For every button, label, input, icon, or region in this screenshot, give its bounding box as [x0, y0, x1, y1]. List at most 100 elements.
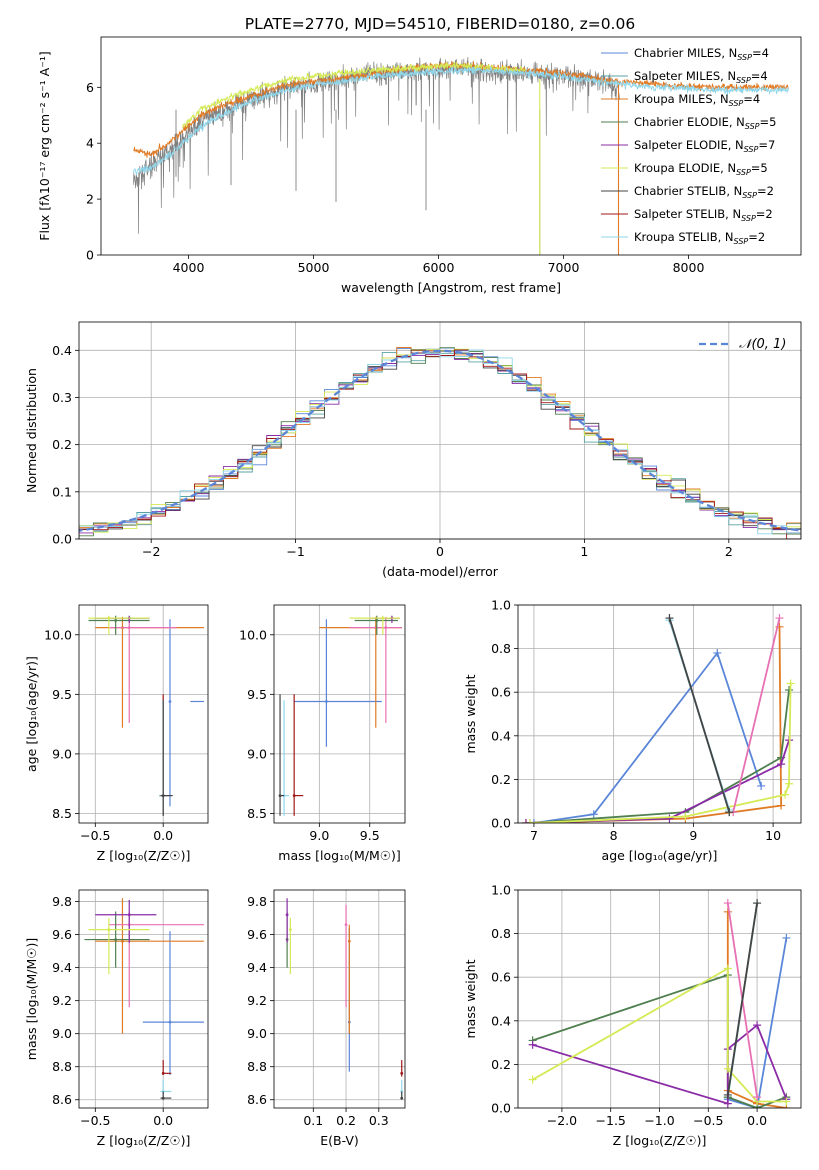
y-tick-label: 9.5	[247, 687, 267, 702]
y-tick-label: 1.0	[491, 598, 511, 613]
y-tick-label: 8.5	[52, 806, 72, 821]
legend-label-value: =4	[751, 69, 768, 83]
y-tick-label: 0.4	[491, 728, 511, 743]
legend-label: Kroupa STELIB, NSSP=2	[634, 230, 765, 246]
y-tick-label: 0.0	[52, 532, 72, 547]
legend-label-text: Salpeter STELIB, N	[634, 207, 741, 221]
weight-series-line	[727, 937, 788, 1108]
weight-marker	[681, 812, 690, 821]
data-point	[114, 619, 118, 622]
legend-label-text: Kroupa MILES, N	[634, 92, 729, 106]
y-tick-label: 0.1	[52, 484, 72, 499]
x-tick-label: 9	[689, 828, 697, 843]
legend-label: 𝒩(0, 1)	[739, 337, 786, 352]
x-axis-label: mass [log₁₀(M/M☉)]	[278, 848, 400, 863]
data-point	[292, 794, 296, 798]
y-tick-label: 10.0	[239, 627, 267, 642]
weight-series-line	[726, 902, 758, 1096]
x-tick-label: −0.5	[80, 1113, 110, 1128]
x-tick-label: 0.2	[336, 1113, 356, 1128]
figure-title: PLATE=2770, MJD=54510, FIBERID=0180, z=0…	[245, 15, 635, 33]
plot-area	[88, 615, 204, 816]
x-axis-label: Z [log₁₀(Z/Z☉)]	[97, 848, 191, 863]
data-point	[285, 913, 289, 917]
legend: 𝒩(0, 1)	[699, 337, 786, 352]
weight-series-line	[668, 617, 731, 813]
y-tick-label: 0.2	[52, 437, 72, 452]
plot-area	[79, 347, 801, 539]
panel-mass_vs_ebv: 0.1 0.2 0.3 8.6 8.8 9.0 9.2 9.4 9.6 9.8 E(B-V)	[247, 889, 406, 1148]
x-tick-label: 0.0	[153, 828, 173, 843]
x-tick-label: 0.0	[153, 1113, 173, 1128]
panel-mass_vs_Z: −0.5 0.0 8.6 8.8 9.0 9.2 9.4 9.6 9.8 Z [log₁₀(Z/Z…	[24, 889, 209, 1148]
weight-marker	[753, 1093, 762, 1102]
y-tick-label: 9.0	[247, 746, 267, 761]
panel-age_vs_mass: 9.0 9.5 8.5 9.0 9.5 10.0 mass [log₁₀(M/M☉)]	[239, 604, 406, 863]
x-tick-label: 10	[765, 828, 781, 843]
data-point	[161, 1096, 165, 1100]
y-tick-label: 0.6	[491, 970, 511, 985]
legend-label-subscript: SSP	[729, 99, 744, 108]
plot-area	[521, 614, 795, 823]
y-tick-label: 10.0	[44, 627, 72, 642]
legend-label: Salpeter MILES, NSSP=4	[634, 69, 768, 85]
legend-label-value: =4	[752, 46, 769, 60]
y-tick-label: 0.8	[491, 926, 511, 941]
y-tick-label: 9.4	[52, 960, 72, 975]
weight-marker	[757, 781, 766, 790]
y-tick-label: 9.2	[247, 993, 267, 1008]
weight-series-line	[732, 617, 781, 813]
weight-marker	[777, 801, 786, 810]
x-axis-label: E(B-V)	[320, 1133, 359, 1148]
normal-curve	[79, 349, 801, 532]
x-tick-label: 5000	[298, 260, 330, 275]
x-tick-label: −1	[286, 544, 304, 559]
y-tick-label: 2	[86, 192, 94, 207]
legend-label-value: =2	[756, 207, 773, 221]
data-point	[375, 619, 379, 622]
x-tick-label: 0.0	[747, 1113, 767, 1128]
weight-marker	[786, 679, 795, 688]
weight-marker	[775, 614, 784, 623]
axes-frame	[100, 36, 802, 256]
data-point	[325, 700, 328, 703]
y-axis-label: Flux [fλ10⁻¹⁷ erg cm⁻² s⁻¹ A⁻¹]	[37, 51, 52, 240]
legend-label-subscript: SSP	[741, 214, 756, 223]
legend-label-value: =5	[751, 161, 768, 175]
x-tick-label: 1	[580, 544, 588, 559]
weight-marker	[665, 814, 674, 823]
x-axis-label: age [log₁₀(age/yr)]	[602, 848, 718, 863]
weight-marker	[723, 1064, 732, 1073]
y-tick-label: 9.4	[247, 960, 267, 975]
y-tick-label: 9.0	[52, 746, 72, 761]
axes-frame	[517, 604, 802, 824]
y-tick-label: 0.3	[52, 390, 72, 405]
data-point	[127, 626, 131, 630]
spectrum-series-line	[181, 61, 526, 129]
legend-label-text: Salpeter MILES, N	[634, 69, 736, 83]
y-tick-label: 8.6	[52, 1092, 72, 1107]
x-tick-label: 2	[725, 544, 733, 559]
y-tick-label: 6	[86, 80, 94, 95]
x-axis-label: Z [log₁₀(Z/Z☉)]	[613, 1133, 707, 1148]
legend-label-subscript: SSP	[736, 76, 751, 85]
legend-label: Chabrier ELODIE, NSSP=5	[634, 115, 776, 131]
axes-frame	[517, 889, 802, 1109]
y-axis-label: Normed distribution	[24, 368, 39, 493]
data-point	[168, 700, 172, 703]
x-tick-label: 6000	[423, 260, 455, 275]
weight-marker	[785, 779, 794, 788]
y-tick-label: 0.0	[491, 1101, 511, 1116]
x-tick-label: −1.0	[644, 1113, 674, 1128]
panel-age_vs_Z: −0.5 0.0 8.5 9.0 9.5 10.0 Z [log₁₀(Z/Z☉)] age […	[24, 604, 209, 863]
weight-marker	[723, 899, 732, 908]
weight-marker	[589, 810, 598, 819]
y-tick-label: 8.6	[247, 1092, 267, 1107]
legend-label-text: Salpeter ELODIE, N	[634, 138, 744, 152]
weight-marker	[528, 1075, 537, 1084]
plot-area	[285, 898, 404, 1100]
y-tick-label: 0.6	[491, 685, 511, 700]
spectrum-series-line	[133, 66, 789, 176]
axes-frame	[78, 604, 209, 824]
